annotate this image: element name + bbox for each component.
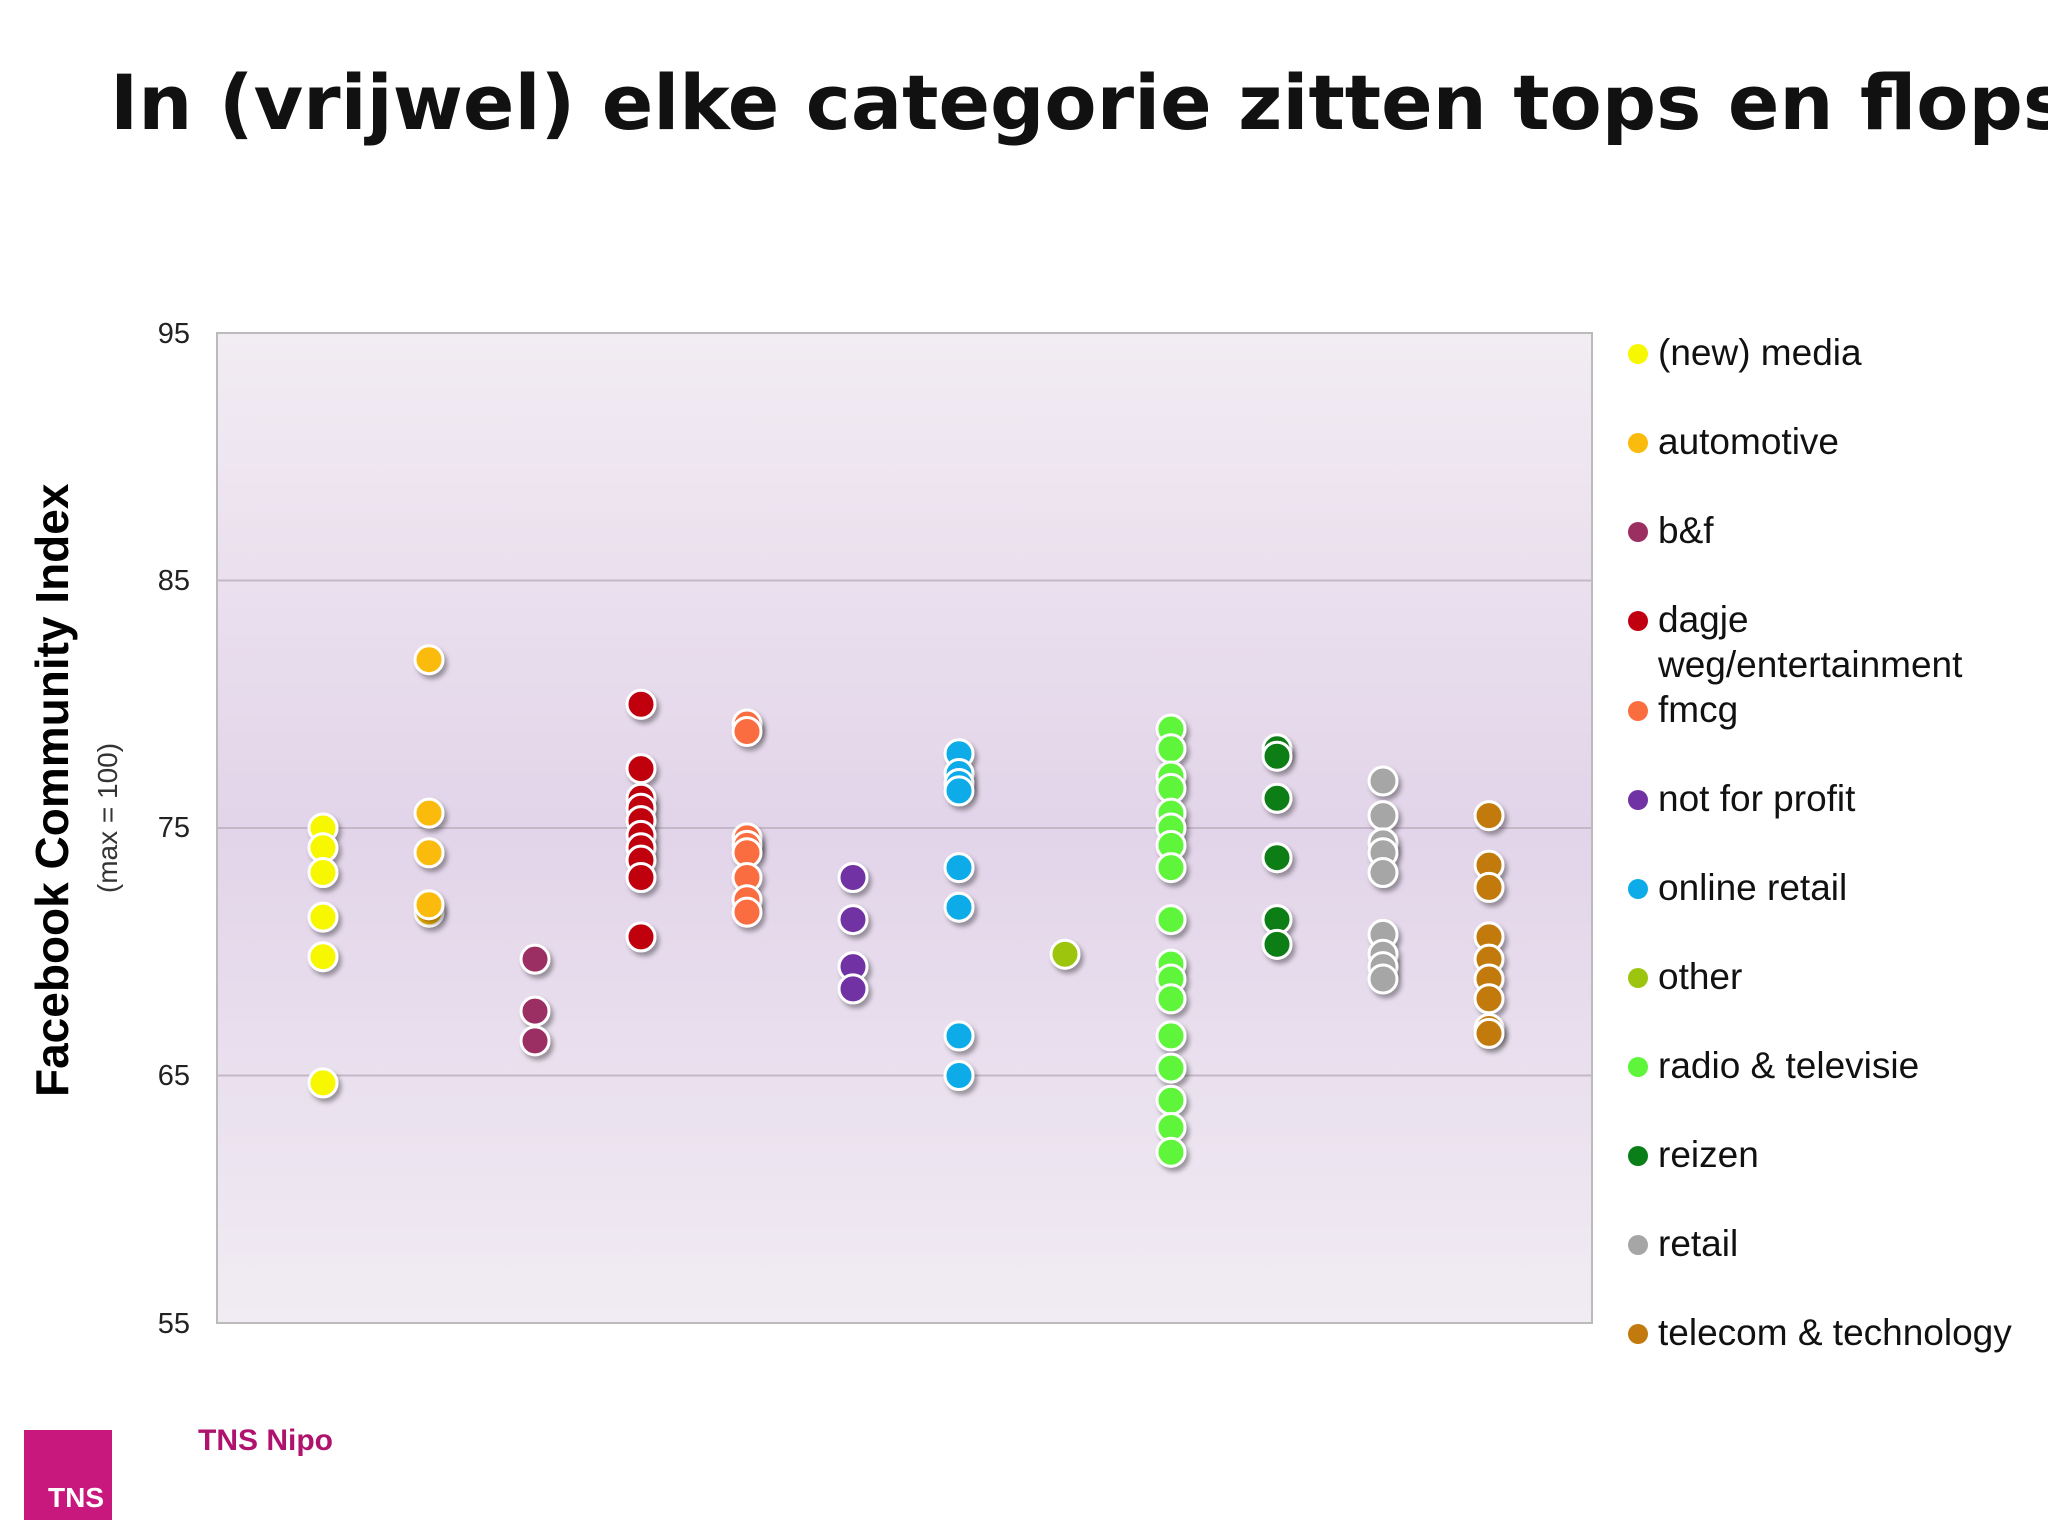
page-title: In (vrijwel) elke categorie zitten tops …: [110, 58, 2048, 147]
data-point: [1155, 1136, 1187, 1168]
data-point: [413, 837, 445, 869]
data-point: [519, 995, 551, 1027]
data-point: [1473, 983, 1505, 1015]
legend-dot-icon: [1628, 522, 1648, 542]
legend-dot-icon: [1628, 968, 1648, 988]
data-point: [1261, 928, 1293, 960]
data-point: [1261, 842, 1293, 874]
data-point: [1155, 983, 1187, 1015]
legend-dot-icon: [1628, 1324, 1648, 1344]
data-point: [943, 891, 975, 923]
data-point: [307, 941, 339, 973]
data-point: [307, 1067, 339, 1099]
data-point: [943, 1020, 975, 1052]
data-point: [413, 889, 445, 921]
legend-dot-icon: [1628, 611, 1648, 631]
data-point: [837, 973, 869, 1005]
legend-dot-icon: [1628, 1057, 1648, 1077]
data-point: [1155, 1084, 1187, 1116]
data-point: [625, 921, 657, 953]
data-point: [1155, 1052, 1187, 1084]
legend-dot-icon: [1628, 879, 1648, 899]
data-point: [837, 862, 869, 893]
data-point: [1473, 871, 1505, 903]
data-point: [519, 1025, 551, 1057]
legend-dot-icon: [1628, 433, 1648, 453]
data-point: [413, 797, 445, 829]
data-point: [1155, 733, 1187, 765]
data-point: [519, 943, 551, 975]
data-point: [1261, 782, 1293, 814]
data-points: [307, 644, 1505, 1168]
data-point: [943, 1060, 975, 1091]
data-point: [625, 753, 657, 785]
data-point: [1367, 857, 1399, 889]
legend-dot-icon: [1628, 1235, 1648, 1255]
legend-dot-icon: [1628, 1146, 1648, 1166]
tns-nipo-logo-text: TNS Nipo: [198, 1424, 333, 1457]
data-point: [731, 896, 763, 928]
data-point: [1473, 800, 1505, 832]
data-point: [625, 688, 657, 720]
data-point: [1473, 1017, 1505, 1049]
tns-logo-text: TNS: [48, 1482, 104, 1513]
data-point: [307, 901, 339, 933]
legend-dot-icon: [1628, 790, 1648, 810]
data-point: [837, 904, 869, 936]
data-point: [1049, 938, 1081, 970]
tns-logo-mark: [24, 1430, 112, 1520]
y-tick-label: 75: [157, 812, 190, 844]
data-point: [1155, 904, 1187, 936]
y-tick-label: 55: [157, 1308, 190, 1340]
y-tick-label: 95: [157, 318, 190, 350]
data-point: [1155, 1020, 1187, 1052]
y-tick-label: 85: [157, 565, 190, 597]
y-tick-label: 65: [157, 1060, 190, 1092]
data-point: [625, 862, 657, 893]
gridlines: [217, 579, 1592, 1077]
data-point: [413, 644, 445, 676]
data-point: [943, 852, 975, 884]
data-point: [731, 715, 763, 747]
data-point: [307, 857, 339, 889]
legend-dot-icon: [1628, 344, 1648, 364]
legend-dot-icon: [1628, 701, 1648, 721]
data-point: [1367, 800, 1399, 832]
data-point: [1261, 740, 1293, 772]
data-point: [1367, 765, 1399, 797]
data-point: [1367, 963, 1399, 995]
data-point: [1155, 852, 1187, 884]
data-point: [943, 775, 975, 807]
